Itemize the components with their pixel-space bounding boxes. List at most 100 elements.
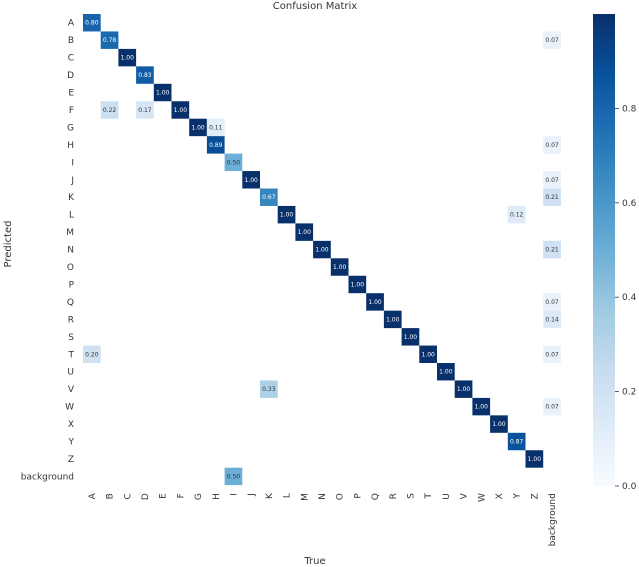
- y-tick-label: U: [67, 368, 74, 378]
- colorbar-tick-label: 0.0: [622, 482, 637, 492]
- y-tick-label: H: [67, 141, 74, 151]
- cell-value-label: 1.00: [439, 369, 453, 376]
- heatmap-cell: [153, 83, 172, 102]
- colorbar-ticks: 0.0 0.2 0.4 0.6 0.8: [615, 104, 637, 492]
- x-tick-label: A: [88, 492, 98, 499]
- cell-value-label: 0.67: [262, 194, 276, 201]
- cell-value-label: 1.00: [280, 212, 294, 219]
- x-tick-label: H: [212, 493, 222, 500]
- heatmap-cell: [401, 328, 420, 346]
- x-tick-label: S: [406, 493, 416, 499]
- x-tick-label: background: [548, 493, 558, 546]
- heatmap-cell: [136, 101, 154, 119]
- heatmap-cell-labels: 0.80 0.78 0.07 1.00 0.83 1.00 0.22 0.17 1.00 1.00…: [85, 20, 559, 481]
- heatmap-cell: [136, 66, 154, 84]
- cell-value-label: 1.00: [386, 316, 400, 323]
- x-tick-label: W: [477, 493, 487, 502]
- cell-value-label: 0.07: [545, 404, 559, 411]
- heatmap-cell: [118, 48, 137, 67]
- heatmap-cell: [543, 240, 561, 259]
- cell-value-label: 0.14: [545, 316, 559, 323]
- cell-value-label: 0.07: [545, 37, 559, 44]
- y-tick-label: M: [66, 228, 74, 238]
- colorbar-tick-label: 0.8: [622, 104, 637, 114]
- heatmap-cell: [277, 205, 296, 224]
- x-tick-label: X: [495, 493, 505, 499]
- colorbar-tick-label: 0.2: [622, 388, 636, 398]
- cell-value-label: 1.00: [191, 124, 205, 131]
- cell-value-label: 1.00: [368, 299, 382, 306]
- cell-value-label: 0.87: [510, 439, 524, 446]
- cell-value-label: 1.00: [475, 404, 489, 411]
- y-tick-label: V: [68, 385, 75, 395]
- cell-value-label: 1.00: [156, 90, 170, 97]
- y-tick-label: background: [21, 472, 74, 482]
- heatmap-cell: [543, 293, 561, 311]
- y-tick-label: S: [68, 333, 74, 343]
- cell-value-label: 0.11: [209, 124, 223, 131]
- x-tick-label: P: [353, 493, 363, 499]
- y-tick-label: R: [68, 315, 74, 325]
- heatmap-cell: [295, 223, 314, 241]
- y-tick-label: L: [69, 211, 74, 221]
- cell-value-label: 0.12: [510, 212, 524, 219]
- cell-value-label: 0.07: [545, 142, 559, 149]
- y-tick-label: D: [67, 71, 74, 81]
- x-tick-label: K: [265, 492, 275, 499]
- heatmap-cell: [543, 188, 561, 206]
- y-tick-label: E: [68, 89, 74, 99]
- x-tick-label: Y: [513, 493, 523, 500]
- x-tick-label: V: [460, 492, 470, 499]
- chart-title: Confusion Matrix: [273, 1, 357, 12]
- heatmap-cell: [100, 31, 119, 49]
- cell-value-label: 0.50: [227, 473, 241, 480]
- heatmap-cell: [100, 101, 119, 119]
- heatmap-cell: [543, 310, 561, 329]
- y-tick-label: G: [67, 123, 74, 133]
- heatmap-cell: [313, 240, 331, 259]
- cell-value-label: 0.07: [545, 299, 559, 306]
- heatmap-cell: [419, 345, 437, 363]
- heatmap-cell: [171, 101, 190, 119]
- colorbar: [593, 14, 615, 486]
- heatmap-cell: [437, 363, 455, 381]
- y-tick-label: A: [68, 19, 75, 29]
- x-tick-label: F: [176, 493, 186, 498]
- cell-value-label: 0.22: [103, 107, 117, 114]
- y-tick-label: I: [71, 158, 74, 168]
- heatmap-cell: [543, 31, 561, 49]
- heatmap-cell: [330, 258, 349, 276]
- y-tick-label: J: [70, 176, 74, 186]
- heatmap-cell: [525, 450, 544, 468]
- x-tick-label: U: [442, 493, 452, 500]
- cell-value-label: 1.00: [404, 334, 418, 341]
- y-tick-label: O: [67, 263, 74, 273]
- y-tick-label: K: [68, 193, 75, 203]
- cell-value-label: 0.07: [545, 351, 559, 358]
- cell-value-label: 0.20: [85, 351, 99, 358]
- heatmap-cell: [260, 188, 278, 206]
- heatmap-cell: [490, 415, 508, 433]
- cell-value-label: 1.00: [351, 281, 365, 288]
- y-axis-label: Predicted: [3, 221, 14, 268]
- heatmap-cell: [189, 118, 207, 137]
- y-tick-label: N: [67, 246, 74, 256]
- heatmap-cell: [83, 345, 101, 363]
- y-tick-label: C: [68, 54, 74, 64]
- heatmap-cell: [543, 397, 561, 416]
- heatmap-cell: [543, 345, 561, 363]
- y-tick-label: P: [69, 280, 75, 290]
- heatmap-cell: [83, 14, 101, 32]
- x-axis-label: True: [303, 556, 325, 567]
- heatmap-cell: [206, 118, 225, 137]
- heatmap-cell: [507, 205, 526, 224]
- x-tick-label: E: [159, 493, 169, 499]
- heatmap-cell: [260, 380, 278, 398]
- y-tick-label: X: [68, 420, 74, 430]
- colorbar-tick-label: 0.6: [622, 199, 637, 209]
- heatmap-cells: [83, 14, 561, 486]
- cell-value-label: 0.21: [545, 247, 559, 254]
- x-tick-label: L: [283, 493, 293, 498]
